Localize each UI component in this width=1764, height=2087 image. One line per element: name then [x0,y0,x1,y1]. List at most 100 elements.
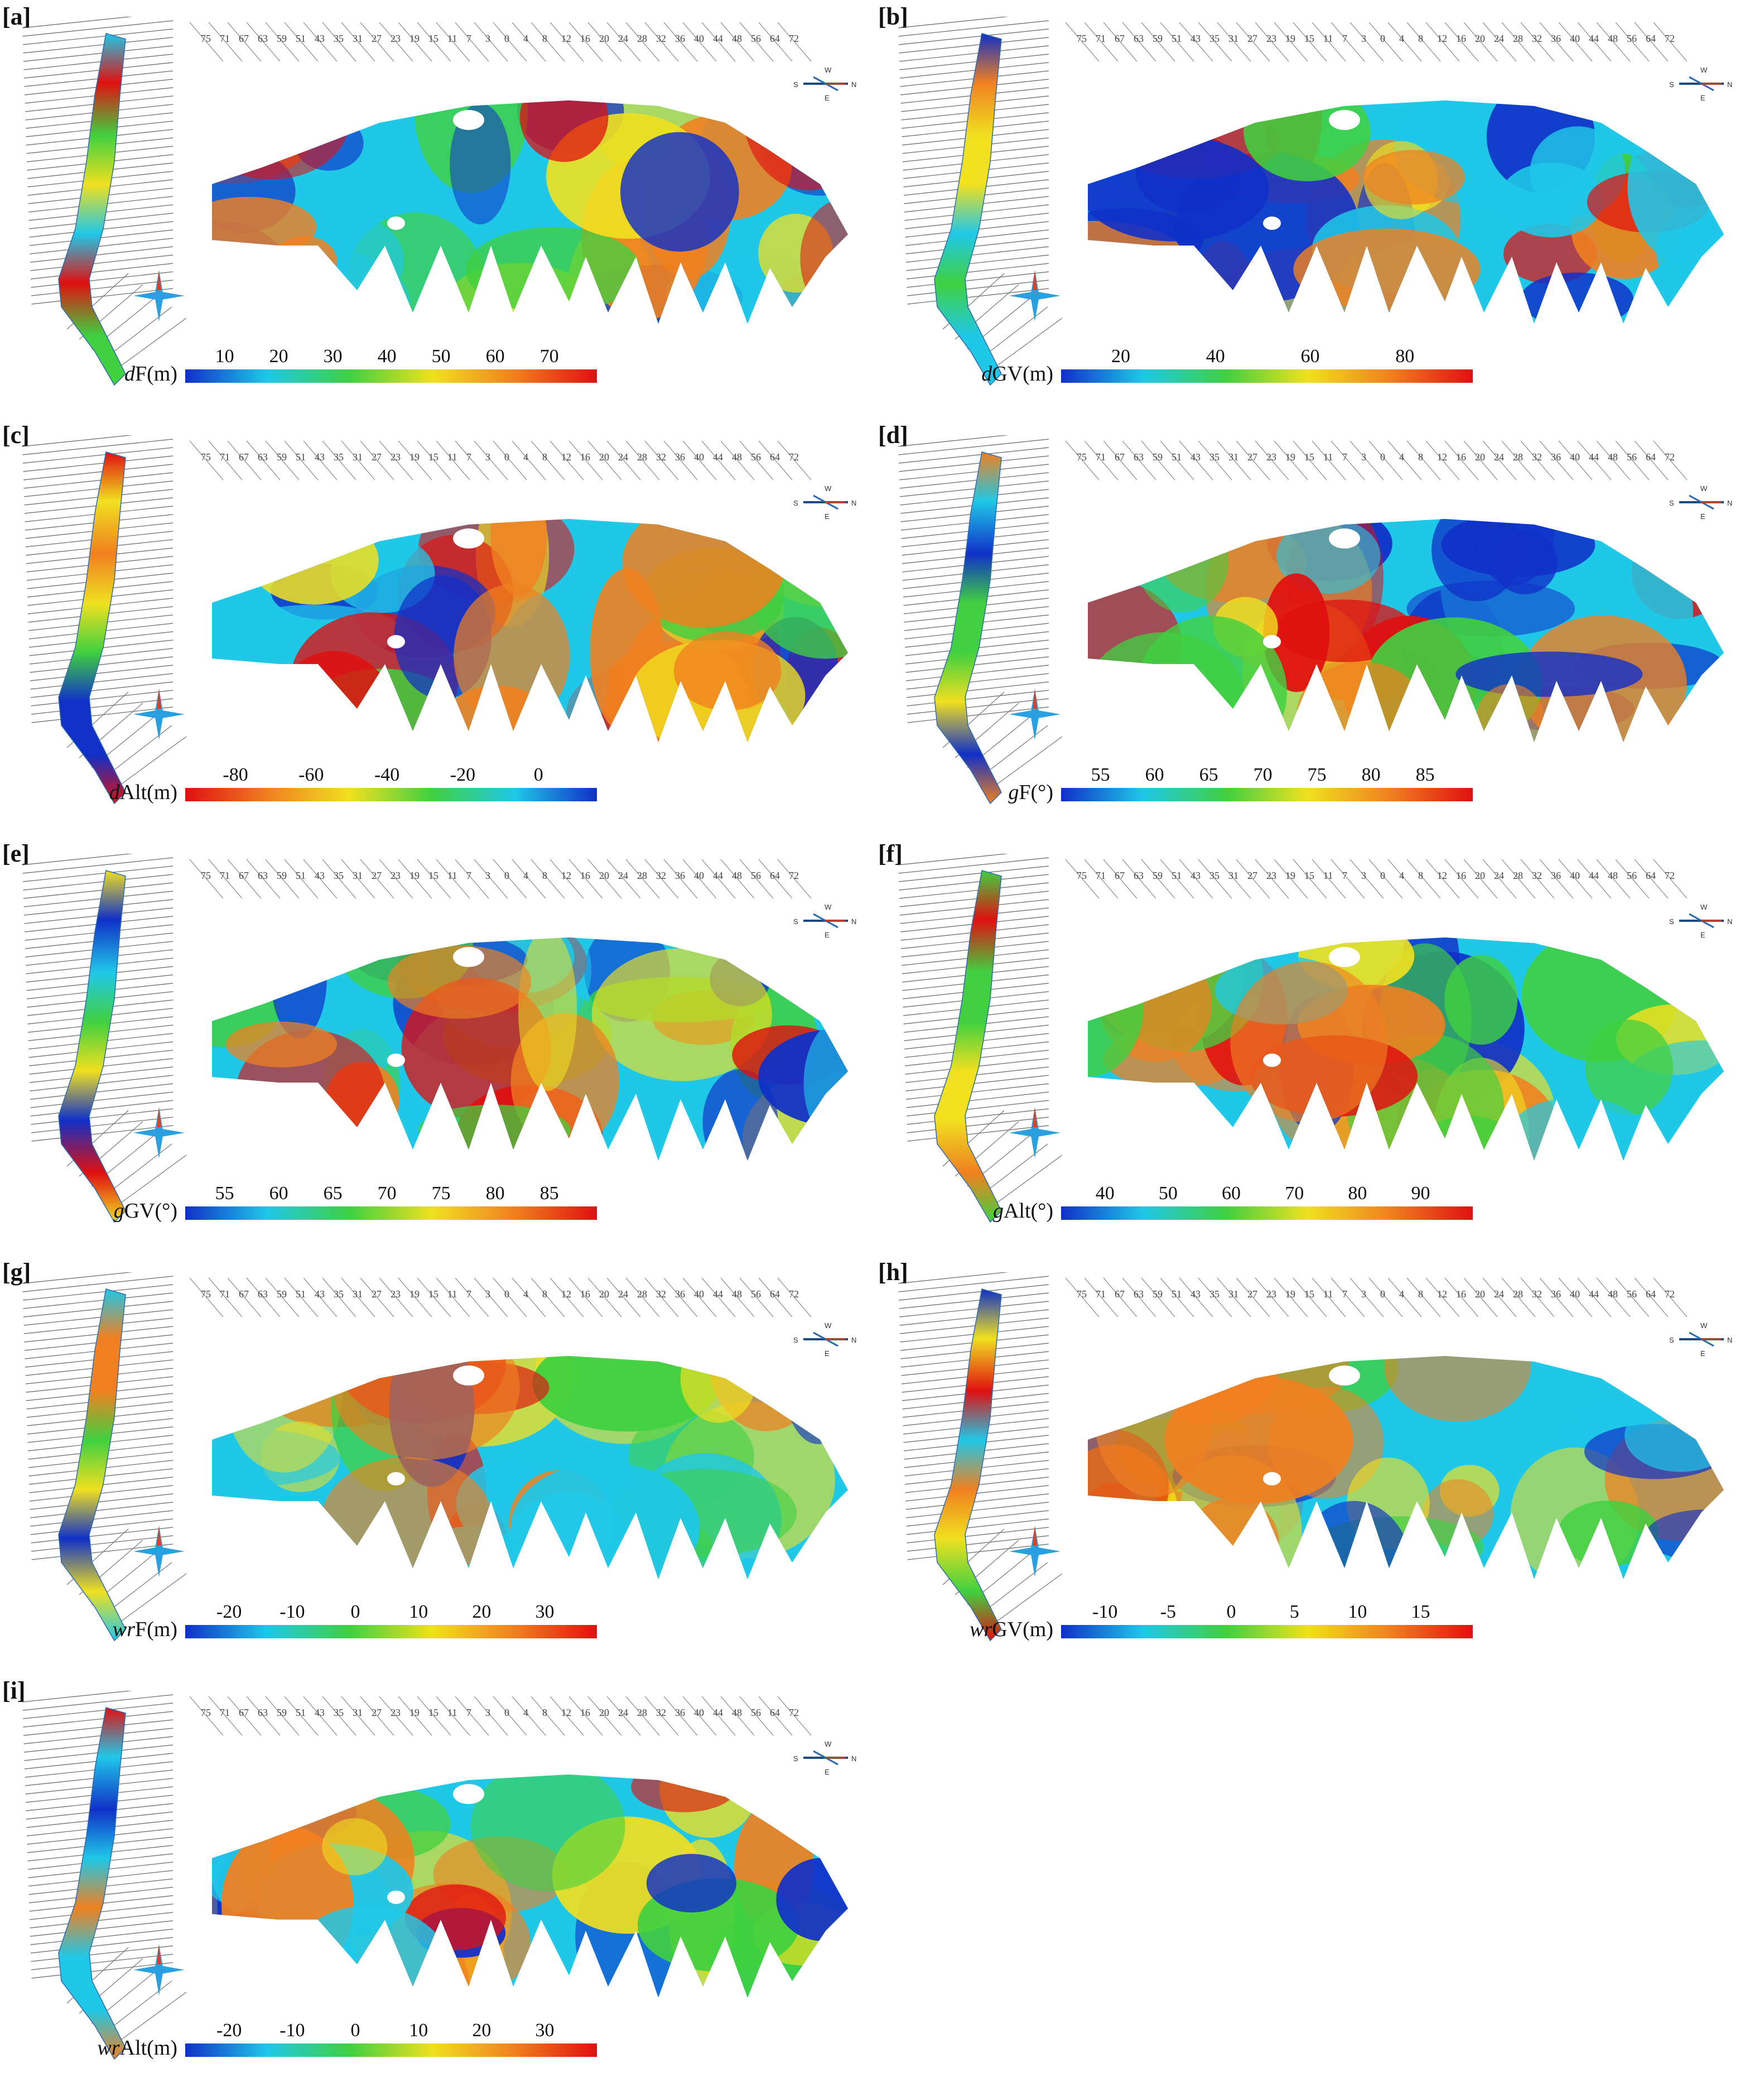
section-line [436,1696,470,1736]
section-line [512,1696,546,1736]
colorbar-tick-label: 10 [409,2020,428,2041]
section-label: 44 [713,870,723,881]
section-label: 27 [372,33,382,44]
colorbar-tick-label: 90 [1411,1183,1430,1204]
section-label: 71 [1096,33,1106,44]
section-line [1520,1277,1555,1317]
section-line [1122,22,1156,62]
section-label: 27 [372,451,382,463]
section-label: 59 [277,33,287,44]
section-label: 8 [542,870,547,881]
section-line [550,22,584,62]
colorbar-title-unit: GV(m) [992,362,1053,386]
section-line [322,1696,356,1736]
section-label: 23 [391,33,401,44]
plan-view-map [22,435,187,805]
section-label: 51 [296,1707,306,1718]
colorbar-tick-label: 0 [350,2020,360,2041]
section-label: 3 [1361,870,1366,881]
section-line [550,859,584,899]
section-line [265,1696,300,1736]
section-line [587,22,622,62]
compass-icon: S N W E [793,903,856,939]
section-line [1577,22,1612,62]
section-label: 63 [1134,870,1144,881]
colorbar-title: dAlt(m) [0,780,177,805]
section-line [1425,440,1460,480]
section-line [777,1696,812,1736]
section-line [1387,22,1422,62]
section-label: 12 [561,451,571,463]
section-label: 72 [1665,870,1675,881]
section-label: 27 [1247,1288,1257,1300]
section-label: 24 [618,33,628,44]
section-label: 8 [1418,451,1423,463]
section-line [1368,22,1403,62]
section-line [189,859,224,899]
section-line [493,859,527,899]
section-label: 27 [372,1707,382,1718]
section-line [360,1277,394,1317]
section-label: 3 [485,870,490,881]
colorbar-tick-label: -10 [279,2020,305,2041]
section-label: 75 [201,1707,211,1718]
main-3d-view: 75 71 67 63 59 51 43 35 31 27 23 19 15 11 7 3 0 4 8 12 16 20 2… [189,22,856,324]
section-label: 59 [277,1707,287,1718]
colorbar-tick-label: -20 [450,764,476,785]
section-line [265,22,300,62]
section-line [246,22,281,62]
section-label: 3 [485,1288,490,1300]
section-line [493,440,527,480]
section-label: 11 [1323,870,1333,881]
section-line [1653,859,1688,899]
section-line [758,440,793,480]
colorbar-tick-label: -5 [1160,1602,1177,1622]
section-line [1406,22,1441,62]
section-label: 11 [447,1707,457,1718]
section-label: 75 [201,451,211,463]
plan-view-map [22,17,187,386]
colorbar-tick-label: 60 [1300,346,1320,367]
colorbar-tick-label: 30 [323,346,343,367]
section-label: 40 [1570,1288,1580,1300]
section-line [1065,1277,1100,1317]
north-arrow-icon [133,270,185,321]
section-line [474,22,508,62]
section-line [739,859,774,899]
section-line [720,1696,755,1736]
section-label: 48 [732,33,742,44]
section-label: 64 [770,33,780,44]
section-line [1520,440,1555,480]
section-label: 48 [1608,870,1618,881]
section-line [284,859,319,899]
section-label: 16 [1456,870,1466,881]
section-label: 35 [334,870,344,881]
compass-w-label: W [1700,484,1708,493]
section-line [550,1696,584,1736]
section-line [493,22,527,62]
section-line [1236,859,1270,899]
section-label: 11 [447,1288,457,1300]
colorbar-tick-label: 0 [533,764,543,785]
plan-strip [58,870,126,1223]
section-label: 28 [637,870,647,881]
section-label: 28 [1513,1288,1523,1300]
section-line [663,1277,698,1317]
section-line [1331,440,1365,480]
section-line [303,859,338,899]
colorbar-title-unit: F(m) [135,362,177,386]
section-label: 72 [789,1707,799,1718]
section-line [341,859,375,899]
section-label: 63 [258,1707,268,1718]
section-label: 72 [789,870,799,881]
section-line [758,1277,793,1317]
section-line [417,440,451,480]
section-label: 16 [1456,451,1466,463]
section-line [1160,440,1194,480]
compass-n-label: N [1727,80,1732,89]
section-line [1179,440,1213,480]
section-line [512,22,546,62]
panel-letter: [g] [2,1258,31,1286]
section-label: 31 [1228,870,1238,881]
section-label: 71 [220,1288,230,1300]
